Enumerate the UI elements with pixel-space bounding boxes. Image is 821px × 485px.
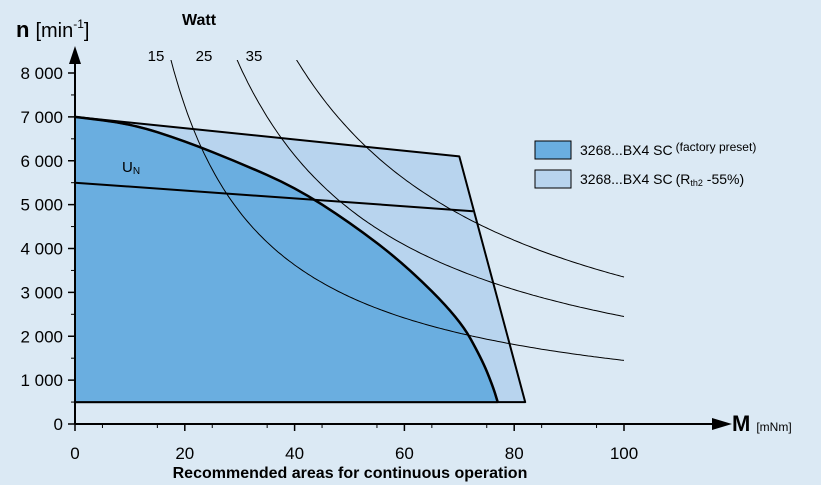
chart-title: Recommended areas for continuous operati… [173, 465, 528, 482]
un-label: UN [122, 159, 140, 177]
x-axis-arrow [712, 418, 732, 430]
x-tick-label: 60 [395, 444, 414, 463]
x-tick-label: 80 [505, 444, 524, 463]
power-curve-label-25: 25 [196, 48, 213, 65]
y-axis-arrow [69, 46, 81, 64]
power-curve-15w [170, 60, 625, 361]
power-curve-35w [296, 60, 625, 278]
power-curve-label-35: 35 [246, 48, 263, 65]
un-line [74, 181, 474, 213]
power-curve-25w [236, 60, 625, 317]
y-tick-label: 0 [54, 415, 63, 434]
legend-label-factory: 3268...BX4 SC (factory preset) [580, 140, 756, 158]
legend-swatch-factory [534, 140, 572, 160]
x-tick-label: 0 [70, 444, 79, 463]
y-tick-label: 4 000 [20, 240, 63, 259]
legend-swatch-rth2 [534, 169, 572, 189]
x-tick-label: 40 [285, 444, 304, 463]
y-tick-label: 7 000 [20, 108, 63, 127]
y-axis-label: n [min-1] [16, 17, 89, 42]
y-tick-label: 3 000 [20, 283, 63, 302]
watt-label: Watt [182, 12, 217, 29]
x-tick-label: 100 [610, 444, 638, 463]
factory-preset-boundary [73, 115, 499, 403]
y-tick-label: 5 000 [20, 196, 63, 215]
legend: 3268...BX4 SC (factory preset) 3268...BX4… [534, 140, 756, 189]
y-tick-label: 6 000 [20, 152, 63, 171]
x-tick-label: 20 [175, 444, 194, 463]
y-tick-label: 8 000 [20, 64, 63, 83]
x-axis-label: M [mNm] [732, 411, 792, 436]
power-curve-label-15: 15 [148, 48, 165, 65]
y-tick-label: 1 000 [20, 371, 63, 390]
legend-label-rth2: 3268...BX4 SC (Rth2 -55%) [580, 171, 744, 188]
y-tick-label: 2 000 [20, 327, 63, 346]
